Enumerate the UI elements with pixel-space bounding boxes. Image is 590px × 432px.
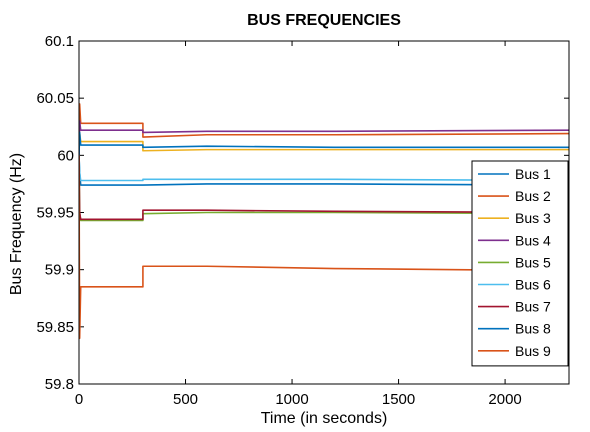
y-axis-label: Bus Frequency (Hz) bbox=[8, 153, 25, 295]
x-tick-label: 2000 bbox=[488, 391, 521, 408]
legend-label-bus-5: Bus 5 bbox=[515, 254, 551, 270]
x-tick-label: 500 bbox=[173, 391, 198, 408]
series-line-bus-4 bbox=[79, 120, 569, 156]
legend-label-bus-7: Bus 7 bbox=[515, 299, 551, 315]
x-axis-label: Time (in seconds) bbox=[261, 410, 388, 427]
chart-title: BUS FREQUENCIES bbox=[247, 12, 401, 29]
y-tick-label: 59.85 bbox=[36, 319, 74, 336]
y-tick-label: 59.9 bbox=[45, 262, 74, 279]
x-tick-label: 1500 bbox=[382, 391, 415, 408]
y-tick-label: 60.05 bbox=[36, 90, 74, 107]
series-line-bus-9 bbox=[79, 155, 569, 340]
series-lines bbox=[79, 103, 569, 340]
y-tick-label: 59.8 bbox=[45, 376, 74, 393]
y-tick-labels: 59.8 59.85 59.9 59.95 60 60.05 60.1 bbox=[36, 33, 74, 393]
legend-label-bus-1: Bus 1 bbox=[515, 166, 551, 182]
legend-box bbox=[471, 160, 569, 367]
x-tick-labels: 0 500 1000 1500 2000 bbox=[75, 391, 522, 408]
x-tick-label: 1000 bbox=[275, 391, 308, 408]
series-line-bus-8 bbox=[79, 131, 569, 156]
legend-label-bus-4: Bus 4 bbox=[515, 232, 551, 248]
x-tick-label: 0 bbox=[75, 391, 83, 408]
y-tick-label: 60 bbox=[57, 147, 74, 164]
y-tick-label: 59.95 bbox=[36, 205, 74, 222]
y-tick-label: 60.1 bbox=[45, 33, 74, 50]
legend-label-bus-8: Bus 8 bbox=[515, 321, 551, 337]
plot-frame bbox=[78, 40, 570, 385]
legend-label-bus-3: Bus 3 bbox=[515, 210, 551, 226]
legend-label-bus-2: Bus 2 bbox=[515, 188, 551, 204]
legend: Bus 1 Bus 2 Bus 3 Bus 4 Bus 5 Bus 6 Bus 7 Bus 8… bbox=[471, 160, 569, 367]
legend-label-bus-6: Bus 6 bbox=[515, 277, 551, 293]
legend-label-bus-9: Bus 9 bbox=[515, 343, 551, 359]
